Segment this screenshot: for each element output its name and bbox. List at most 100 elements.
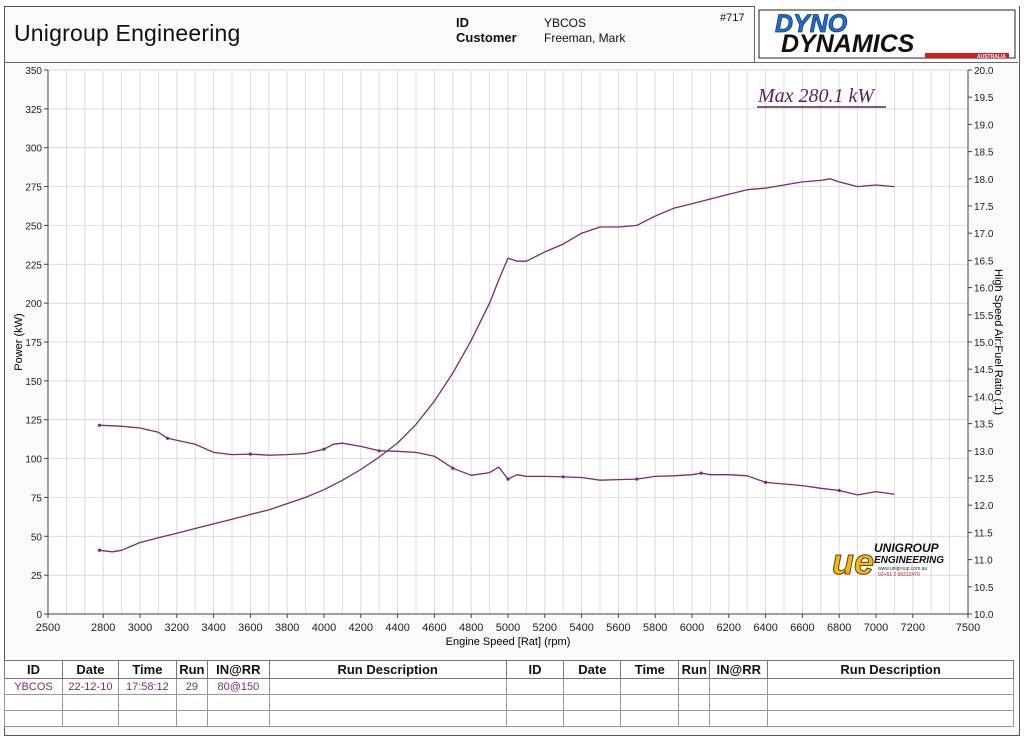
cell-empty xyxy=(175,694,208,711)
cell-id-2 xyxy=(505,678,565,695)
watermark-ue-mark: ue xyxy=(832,541,874,582)
power-point xyxy=(97,548,102,552)
y2-tick-label: 13.0 xyxy=(974,447,994,458)
cell-id: YBCOS xyxy=(4,678,63,695)
x-tick-label: 2800 xyxy=(91,622,115,634)
y2-tick-label: 11.5 xyxy=(974,528,993,539)
y2-tick-label: 20.0 xyxy=(974,66,994,77)
afr-point xyxy=(699,471,703,475)
y-tick-label: 100 xyxy=(25,455,42,466)
col-date: Date xyxy=(61,660,119,679)
y2-tick-label: 17.5 xyxy=(974,202,994,213)
cell-run-description xyxy=(268,678,507,695)
x-tick-labels: 2500 2800 3000 3200 3400 3600 3800 4000 4200 4400… xyxy=(36,614,980,634)
afr-point xyxy=(635,477,639,481)
id-value: YBCOS xyxy=(544,16,587,30)
col-run-2: Run xyxy=(678,660,711,679)
y2-tick-label: 14.0 xyxy=(974,392,994,403)
cell-empty xyxy=(678,710,711,727)
watermark-line3: www.unigroup.com.au xyxy=(878,566,927,572)
dyno-dynamics-logo: DYNO DYNAMICS AUSTRALIA xyxy=(754,6,1019,62)
afr-point xyxy=(248,452,252,456)
cell-empty xyxy=(4,710,63,727)
cell-empty xyxy=(206,710,270,727)
unigroup-watermark: ue UNIGROUP ENGINEERING www.unigroup.com… xyxy=(832,541,945,583)
table-row: YBCOS 22-12-10 17:58:12 29 80@150 xyxy=(4,678,1014,695)
x-tick-label: 4400 xyxy=(385,622,409,634)
afr-point xyxy=(377,449,381,453)
afr-point xyxy=(322,447,326,451)
afr-point xyxy=(451,466,455,470)
y-tick-label: 0 xyxy=(36,610,42,621)
y2-tick-label: 18.5 xyxy=(974,148,994,159)
cell-empty xyxy=(117,694,177,711)
id-label: ID xyxy=(456,15,469,30)
x-tick-label: 5200 xyxy=(533,622,557,634)
col-run-description: Run Description xyxy=(268,660,507,679)
y2-tick-label: 15.5 xyxy=(974,311,994,322)
cell-empty xyxy=(563,710,622,727)
sheet-header: Unigroup Engineering ID Customer YBCOS F… xyxy=(4,6,1019,63)
x-axis-label: Engine Speed [Rat] (rpm) xyxy=(446,636,571,648)
x-tick-label: 6600 xyxy=(790,622,814,634)
x-tick-label: 3600 xyxy=(238,622,262,634)
cell-empty xyxy=(767,694,1014,711)
y-tick-label: 50 xyxy=(31,532,43,543)
y2-tick-label: 12.0 xyxy=(974,501,994,512)
y2-tick-labels: 10.0 10.5 11.0 11.5 12.0 12.5 13.0 13.5 14.0 14.5… xyxy=(968,66,994,621)
col-id: ID xyxy=(4,660,63,679)
afr-point xyxy=(837,488,841,493)
x-tick-label: 7200 xyxy=(901,622,925,634)
cell-empty xyxy=(709,710,769,727)
x-tick-label: 3200 xyxy=(165,622,189,634)
cell-empty xyxy=(505,710,565,727)
y2-axis-label: High Speed Air:Fuel Ratio (:1) xyxy=(992,269,1004,415)
y-tick-label: 25 xyxy=(31,571,43,582)
logo-text-bottom: DYNAMICS xyxy=(781,30,915,58)
table-row xyxy=(4,710,1014,727)
x-tick-label: 3800 xyxy=(275,622,299,634)
y2-tick-label: 16.0 xyxy=(974,284,994,295)
x-tick-label: 4600 xyxy=(422,622,446,634)
col-time-2: Time xyxy=(620,660,680,679)
col-run-description-2: Run Description xyxy=(767,660,1014,679)
x-tick-label: 2500 xyxy=(36,622,60,634)
cell-empty xyxy=(268,694,507,711)
afr-point xyxy=(506,477,510,481)
x-tick-label: 5400 xyxy=(569,622,593,634)
col-id-2: ID xyxy=(505,660,565,679)
x-tick-label: 4200 xyxy=(349,622,373,634)
x-tick-label: 4800 xyxy=(459,622,483,634)
dyno-dynamics-logo-graphic: DYNO DYNAMICS AUSTRALIA xyxy=(758,9,1016,60)
y2-tick-label: 13.5 xyxy=(974,420,994,431)
cell-empty xyxy=(175,710,208,727)
y-tick-label: 150 xyxy=(25,377,42,388)
cell-run: 29 xyxy=(175,678,208,695)
watermark-line2: ENGINEERING xyxy=(874,555,944,566)
cell-date: 22-12-10 xyxy=(61,678,119,695)
afr-point xyxy=(561,475,565,479)
y2-tick-label: 12.5 xyxy=(974,474,994,485)
series-lines xyxy=(97,178,895,553)
y2-tick-label: 19.5 xyxy=(974,93,994,104)
power-curve xyxy=(99,178,895,553)
customer-value: Freeman, Mark xyxy=(544,31,626,45)
cell-empty xyxy=(563,694,622,711)
y2-tick-label: 10.0 xyxy=(974,610,994,621)
x-tick-label: 6000 xyxy=(680,622,704,634)
x-tick-label: 6400 xyxy=(753,622,777,634)
y-tick-label: 75 xyxy=(31,493,43,504)
cell-empty xyxy=(505,694,565,711)
y-tick-label: 175 xyxy=(25,338,42,349)
y2-tick-label: 18.0 xyxy=(974,175,994,186)
x-tick-label: 5800 xyxy=(643,622,667,634)
col-run: Run xyxy=(175,660,208,679)
x-tick-label: 4000 xyxy=(312,622,336,634)
cell-empty xyxy=(61,694,119,711)
y-tick-label: 200 xyxy=(25,299,42,310)
y2-tick-label: 11.0 xyxy=(974,556,993,567)
dyno-chart: 2500 2800 3000 3200 3400 3600 3800 4000 4200 4400… xyxy=(13,66,1004,648)
max-power-annotation: Max 280.1 kW xyxy=(757,85,876,107)
y2-tick-label: 14.5 xyxy=(974,365,994,376)
afr-point xyxy=(764,480,768,484)
